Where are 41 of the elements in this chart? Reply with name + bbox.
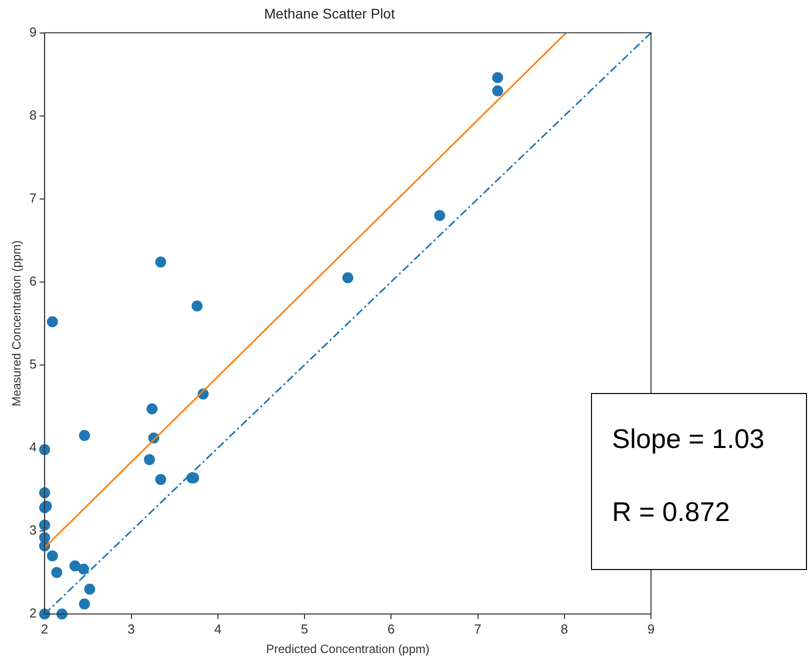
y-tick-label: 6 bbox=[29, 273, 37, 288]
point bbox=[51, 566, 62, 578]
point bbox=[39, 444, 50, 456]
point bbox=[155, 474, 166, 485]
point bbox=[69, 560, 80, 572]
point bbox=[192, 300, 203, 312]
y-axis-title: Measured Concentration (ppm) bbox=[10, 240, 24, 406]
y-tick-label: 7 bbox=[29, 190, 37, 206]
y-tick-label: 8 bbox=[29, 107, 37, 122]
y-tick-label: 5 bbox=[29, 356, 37, 372]
point bbox=[78, 564, 90, 575]
x-tick-label: 5 bbox=[300, 621, 308, 636]
point bbox=[46, 316, 58, 328]
point bbox=[434, 210, 446, 221]
point bbox=[46, 550, 58, 562]
point bbox=[144, 454, 155, 466]
point bbox=[84, 584, 96, 595]
point bbox=[146, 403, 158, 414]
point bbox=[155, 256, 166, 268]
x-tick-label: 8 bbox=[560, 621, 568, 636]
x-tick-label: 6 bbox=[388, 621, 395, 636]
point bbox=[78, 598, 90, 610]
x-tick-label: 9 bbox=[647, 621, 655, 636]
point bbox=[342, 272, 354, 284]
point bbox=[492, 85, 504, 96]
x-tick-label: 7 bbox=[474, 621, 482, 636]
point bbox=[56, 608, 68, 620]
y-tick-label: 4 bbox=[29, 440, 37, 455]
annotation: Slope = 1.03 bbox=[612, 424, 766, 455]
y-tick-label: 2 bbox=[29, 606, 37, 621]
x-tick-label: 3 bbox=[128, 621, 135, 636]
x-axis-title: Predicted Concentration (ppm) bbox=[266, 642, 430, 656]
annotation: R = 0.872 bbox=[612, 497, 731, 528]
x-tick-label: 2 bbox=[41, 621, 48, 636]
x-tick-label: 4 bbox=[214, 621, 222, 636]
point bbox=[78, 430, 90, 441]
y-tick-label: 9 bbox=[29, 24, 37, 40]
text-box: Slope = 1.03 R = 0.872 bbox=[591, 393, 807, 570]
y-tick-label: 3 bbox=[29, 522, 37, 538]
point bbox=[492, 72, 504, 84]
chart-title: Methane Scatter Plot bbox=[264, 5, 395, 22]
